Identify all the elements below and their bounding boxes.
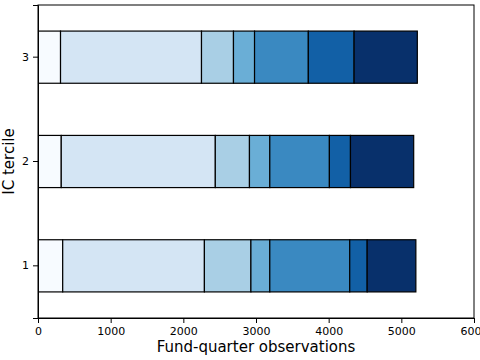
x-tick: 4000 <box>315 318 343 338</box>
bar-segment <box>38 240 63 292</box>
x-tick-mark <box>401 318 402 323</box>
y-tick: 3 <box>22 51 38 64</box>
x-axis-line <box>39 319 475 324</box>
bar-segment <box>354 31 417 83</box>
bars <box>38 31 417 292</box>
bar-segment <box>308 31 354 83</box>
y-axis-title: IC tercile <box>0 128 18 194</box>
x-axis: 0 1000 2000 3000 4000 5000 6000 <box>35 318 480 338</box>
x-tick-label: 1000 <box>97 325 125 338</box>
bar-segment <box>251 240 270 292</box>
x-tick: 2000 <box>170 318 198 338</box>
bar-segment <box>350 135 413 187</box>
bar-segment <box>38 135 61 187</box>
y-tick-label: 2 <box>22 155 29 168</box>
bar-segment <box>329 135 350 187</box>
bar-segment <box>233 31 254 83</box>
bar-segment <box>204 240 251 292</box>
bar-segment <box>270 135 330 187</box>
x-tick-label: 3000 <box>243 325 271 338</box>
x-tick-mark <box>329 318 330 323</box>
bar-segment <box>270 240 350 292</box>
x-tick: 6000 <box>461 318 480 338</box>
x-tick-mark <box>183 318 184 323</box>
y-axis-line <box>33 6 39 319</box>
bar-segment <box>63 240 205 292</box>
x-tick-label: 0 <box>35 325 42 338</box>
x-tick-label: 5000 <box>388 325 416 338</box>
bar-segment <box>202 31 234 83</box>
x-tick: 0 <box>35 318 42 338</box>
x-tick-mark <box>111 318 112 323</box>
y-tick-mark <box>33 57 38 58</box>
y-axis: 1 2 3 <box>22 6 39 319</box>
bar-segment <box>367 240 416 292</box>
y-tick-mark <box>33 161 38 162</box>
y-tick: 1 <box>22 259 38 272</box>
bar-segment <box>215 135 249 187</box>
bar-segment <box>350 240 367 292</box>
bar-segment <box>249 135 269 187</box>
x-tick-mark <box>474 318 475 323</box>
x-tick-label: 2000 <box>170 325 198 338</box>
y-tick-label: 3 <box>22 51 29 64</box>
x-tick: 3000 <box>243 318 271 338</box>
x-tick-label: 6000 <box>461 325 480 338</box>
bar-segment <box>255 31 309 83</box>
y-tick-mark <box>33 265 38 266</box>
bar-segment <box>38 31 61 83</box>
bar-segment <box>61 135 215 187</box>
plot: 0 1000 2000 3000 4000 5000 6000 1 2 3 <box>22 5 480 338</box>
y-tick: 2 <box>22 155 38 168</box>
x-tick-mark <box>256 318 257 323</box>
y-tick-label: 1 <box>22 259 29 272</box>
plot-frame <box>38 5 474 318</box>
bar-segment <box>61 31 202 83</box>
chart: 0 1000 2000 3000 4000 5000 6000 1 2 3 Fund-quarter… <box>0 0 480 360</box>
x-axis-title: Fund-quarter observations <box>157 338 356 356</box>
x-tick: 5000 <box>388 318 416 338</box>
x-tick-label: 4000 <box>315 325 343 338</box>
x-tick: 1000 <box>97 318 125 338</box>
